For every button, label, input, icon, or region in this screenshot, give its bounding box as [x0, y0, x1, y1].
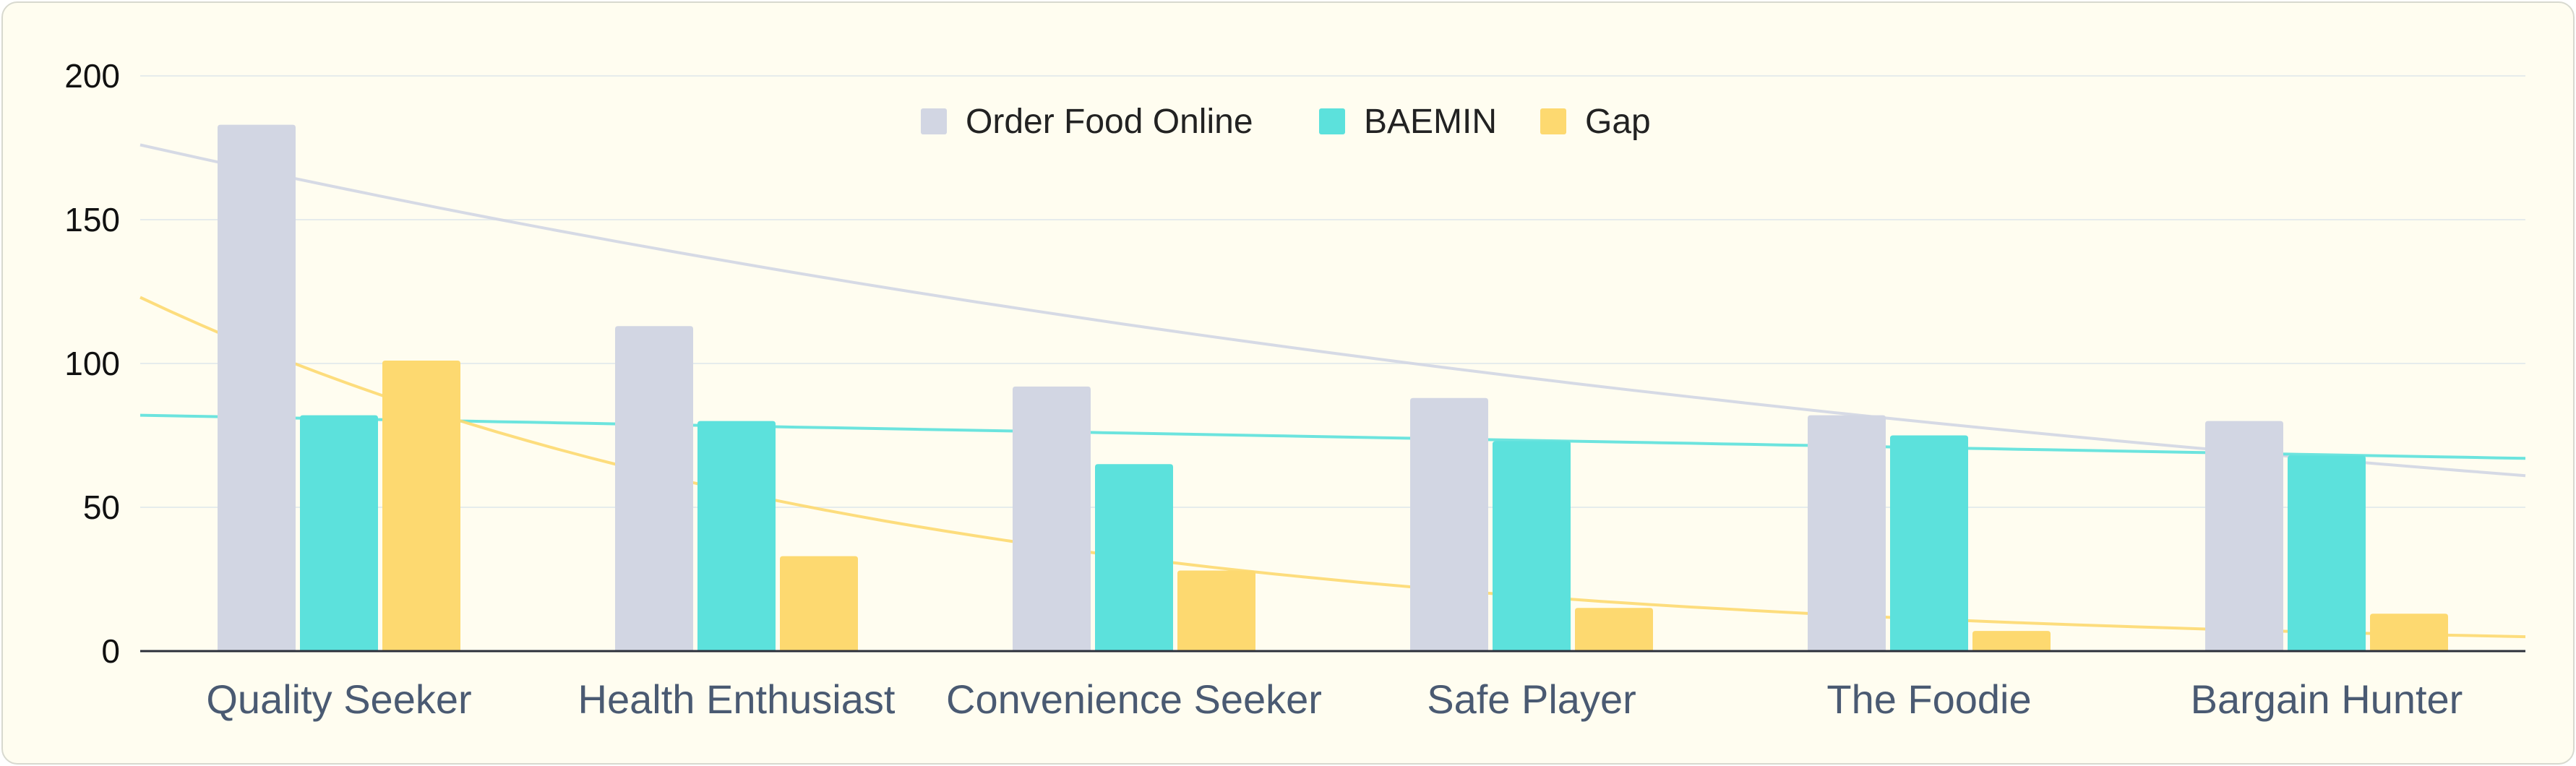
y-tick-label: 150 [64, 201, 120, 238]
bar [1575, 608, 1653, 651]
legend: Order Food Online BAEMIN Gap [921, 103, 1651, 141]
bar [615, 326, 693, 651]
bar [2205, 421, 2283, 651]
x-tick-label: Bargain Hunter [2191, 676, 2463, 722]
gridlines [140, 75, 2525, 508]
bar [1890, 435, 1968, 651]
bar [382, 361, 460, 651]
x-tick-label: The Foodie [1826, 676, 2031, 722]
legend-swatch [921, 108, 947, 134]
y-tick-label: 0 [101, 632, 120, 670]
bar [300, 415, 378, 651]
bars [218, 124, 2448, 651]
y-tick-label: 50 [83, 489, 120, 526]
y-axis: 0 50 100 150 200 [64, 57, 120, 670]
bar [780, 556, 858, 651]
legend-swatch [1540, 108, 1566, 134]
bar [1095, 464, 1173, 651]
bar [2370, 614, 2448, 651]
x-tick-label: Health Enthusiast [578, 676, 896, 722]
bar [1177, 570, 1255, 651]
legend-label: Gap [1585, 103, 1651, 141]
legend-label: Order Food Online [966, 103, 1253, 141]
bar [1013, 386, 1091, 651]
x-axis: Quality Seeker Health Enthusiast Convenien… [140, 650, 2525, 722]
bar [2288, 455, 2366, 651]
bar [1410, 397, 1488, 651]
bar [1493, 441, 1571, 651]
x-tick-label: Convenience Seeker [946, 676, 1322, 722]
legend-swatch [1319, 108, 1345, 134]
y-tick-label: 100 [64, 345, 120, 382]
bar [1808, 415, 1886, 651]
trendline [139, 413, 2526, 460]
legend-label: BAEMIN [1364, 103, 1497, 141]
trendline [139, 143, 2526, 478]
bar [1972, 631, 2051, 651]
bar [218, 124, 296, 651]
trendline [139, 296, 2526, 639]
trendlines [139, 143, 2526, 639]
y-tick-label: 200 [64, 57, 120, 95]
x-tick-label: Quality Seeker [206, 676, 471, 722]
bar-chart: 0 50 100 150 200 Quality Seeker Health Enthus… [64, 57, 2526, 722]
bar [697, 421, 776, 651]
x-tick-label: Safe Player [1427, 676, 1636, 722]
